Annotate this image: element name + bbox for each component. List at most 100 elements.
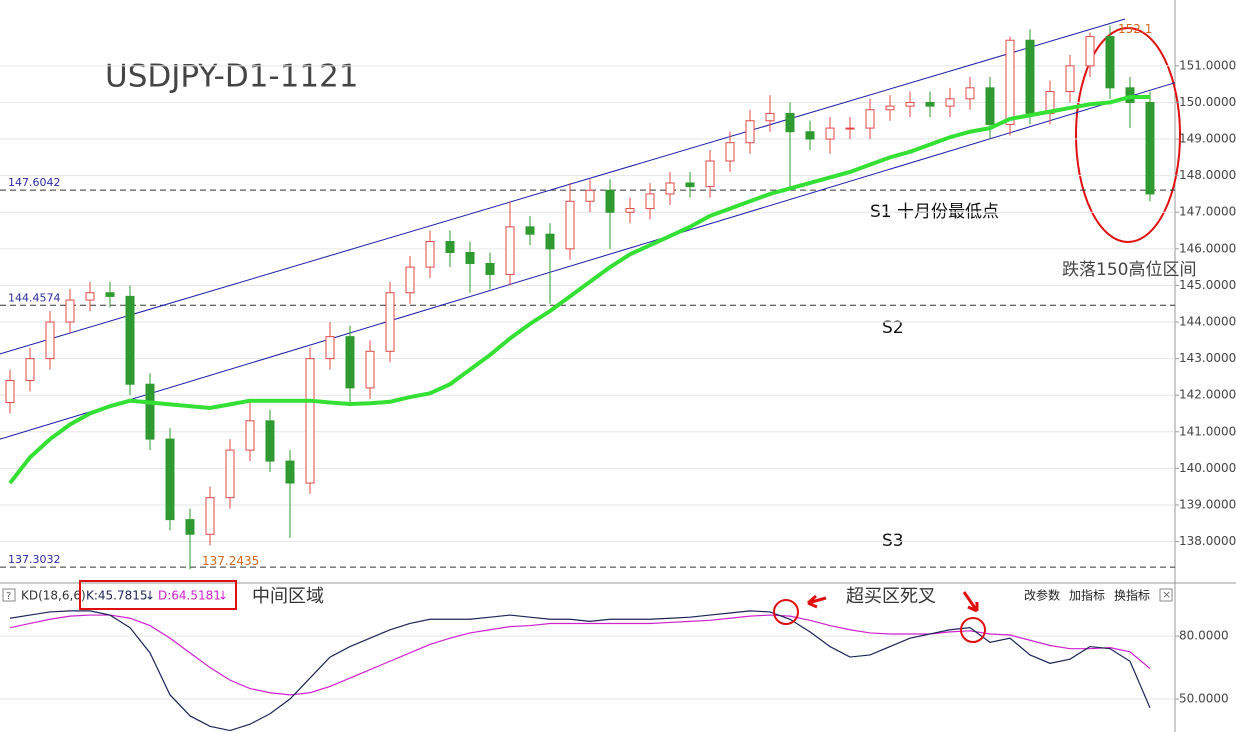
candle-body xyxy=(385,292,395,352)
annotation: S2 xyxy=(882,318,904,338)
candle-body xyxy=(145,383,155,440)
candle-body xyxy=(105,292,115,297)
highlight-box xyxy=(79,580,237,610)
candle-body xyxy=(125,295,135,385)
annotation-marks xyxy=(773,591,986,643)
candle-body xyxy=(1005,39,1015,125)
candle-body xyxy=(685,182,695,188)
candle-body xyxy=(165,438,175,521)
close-icon-text: × xyxy=(1162,588,1171,601)
channel-line xyxy=(0,82,1176,440)
candle-body xyxy=(465,251,475,264)
candle-body xyxy=(625,208,635,213)
candle-body xyxy=(845,127,855,130)
kd-line xyxy=(9,614,1151,696)
y-tick-label: 146.0000 xyxy=(1179,241,1236,255)
toolbar-button[interactable]: 换指标 xyxy=(1114,588,1150,603)
y-tick-label: 145.0000 xyxy=(1179,278,1236,292)
moving-average xyxy=(8,94,1150,485)
candle-body xyxy=(605,189,615,213)
candle-body xyxy=(965,87,975,100)
candle-body xyxy=(65,299,75,323)
close-icon[interactable] xyxy=(1159,588,1173,602)
candle-body xyxy=(665,182,675,195)
y-tick-label: 138.0000 xyxy=(1179,534,1236,548)
toolbar-button[interactable]: 加指标 xyxy=(1069,588,1105,603)
candle-body xyxy=(305,358,315,484)
candle-body xyxy=(865,109,875,129)
candle-body xyxy=(765,112,775,122)
candle-body xyxy=(265,420,275,462)
candle-body xyxy=(705,160,715,188)
candle-body xyxy=(45,321,55,360)
y-tick-label: 151.0000 xyxy=(1179,58,1236,72)
min-label: 137.2435 xyxy=(202,554,259,568)
y-tick-label: 143.0000 xyxy=(1179,351,1236,365)
candle-body xyxy=(905,101,915,107)
y-tick-label: 50.0000 xyxy=(1179,692,1229,706)
candle-body xyxy=(225,449,235,499)
level-label: 144.4574 xyxy=(8,291,61,304)
y-tick-label: 150.0000 xyxy=(1179,95,1236,109)
candle-body xyxy=(1065,65,1075,92)
candle-body xyxy=(725,142,735,162)
k-arrow: ↓ xyxy=(145,589,155,603)
candle-body xyxy=(585,189,595,202)
y-tick-label: 140.0000 xyxy=(1179,461,1236,475)
candle-body xyxy=(445,241,455,253)
candle-body xyxy=(945,98,955,107)
candle-body xyxy=(885,105,895,111)
candle-body xyxy=(25,358,35,382)
y-tick-label: 147.0000 xyxy=(1179,205,1236,219)
arrow xyxy=(807,594,827,609)
max-label: 152.1 xyxy=(1118,22,1152,36)
candle-body xyxy=(245,420,255,451)
y-tick-label: 149.0000 xyxy=(1179,132,1236,146)
y-tick-label: 139.0000 xyxy=(1179,497,1236,511)
indicator-name: KD(18,6,6) xyxy=(21,589,86,603)
candle-body xyxy=(5,380,15,404)
candle-body xyxy=(505,226,515,275)
candle-body xyxy=(745,120,755,144)
d-value: D:64.5181 xyxy=(158,589,221,603)
level-label: 137.3032 xyxy=(8,553,61,566)
candle-body xyxy=(485,262,495,275)
candle-body xyxy=(925,101,935,107)
y-tick-label: 144.0000 xyxy=(1179,315,1236,329)
candle-body xyxy=(985,87,995,125)
highlight-circle xyxy=(960,617,986,643)
candle-body xyxy=(205,497,215,535)
candle-body xyxy=(185,519,195,535)
y-tick-label: 148.0000 xyxy=(1179,168,1236,182)
kd-line xyxy=(9,610,1151,732)
candle-body xyxy=(405,266,415,294)
toolbar-button[interactable]: 改参数 xyxy=(1024,588,1060,603)
y-tick-label: 80.0000 xyxy=(1179,629,1229,643)
channel-line xyxy=(0,18,1126,355)
candle-body xyxy=(825,127,835,140)
annotation: 中间区域 xyxy=(252,586,324,607)
candle-body xyxy=(1025,39,1035,114)
candle-body xyxy=(545,233,555,250)
candle-body xyxy=(285,460,295,484)
highlight-ellipse xyxy=(1075,27,1181,243)
candle-body xyxy=(805,131,815,140)
help-icon[interactable] xyxy=(2,588,16,602)
candle-body xyxy=(325,336,335,360)
candle-body xyxy=(1145,101,1155,195)
arrow xyxy=(962,591,979,613)
candle-body xyxy=(85,292,95,301)
k-value: K:45.7815 xyxy=(86,589,148,603)
candle-body xyxy=(345,336,355,389)
y-tick-label: 141.0000 xyxy=(1179,424,1236,438)
d-arrow: ↓ xyxy=(218,589,228,603)
highlight-circle xyxy=(773,599,799,625)
y-tick-label: 142.0000 xyxy=(1179,388,1236,402)
candle-body xyxy=(525,226,535,235)
candle-body xyxy=(785,112,795,133)
annotation: 跌落150高位区间 xyxy=(1062,260,1196,280)
chart-title: USDJPY-D1-1121 xyxy=(105,59,359,95)
annotation: 超买区死叉 xyxy=(846,586,936,607)
candle-body xyxy=(645,193,655,210)
